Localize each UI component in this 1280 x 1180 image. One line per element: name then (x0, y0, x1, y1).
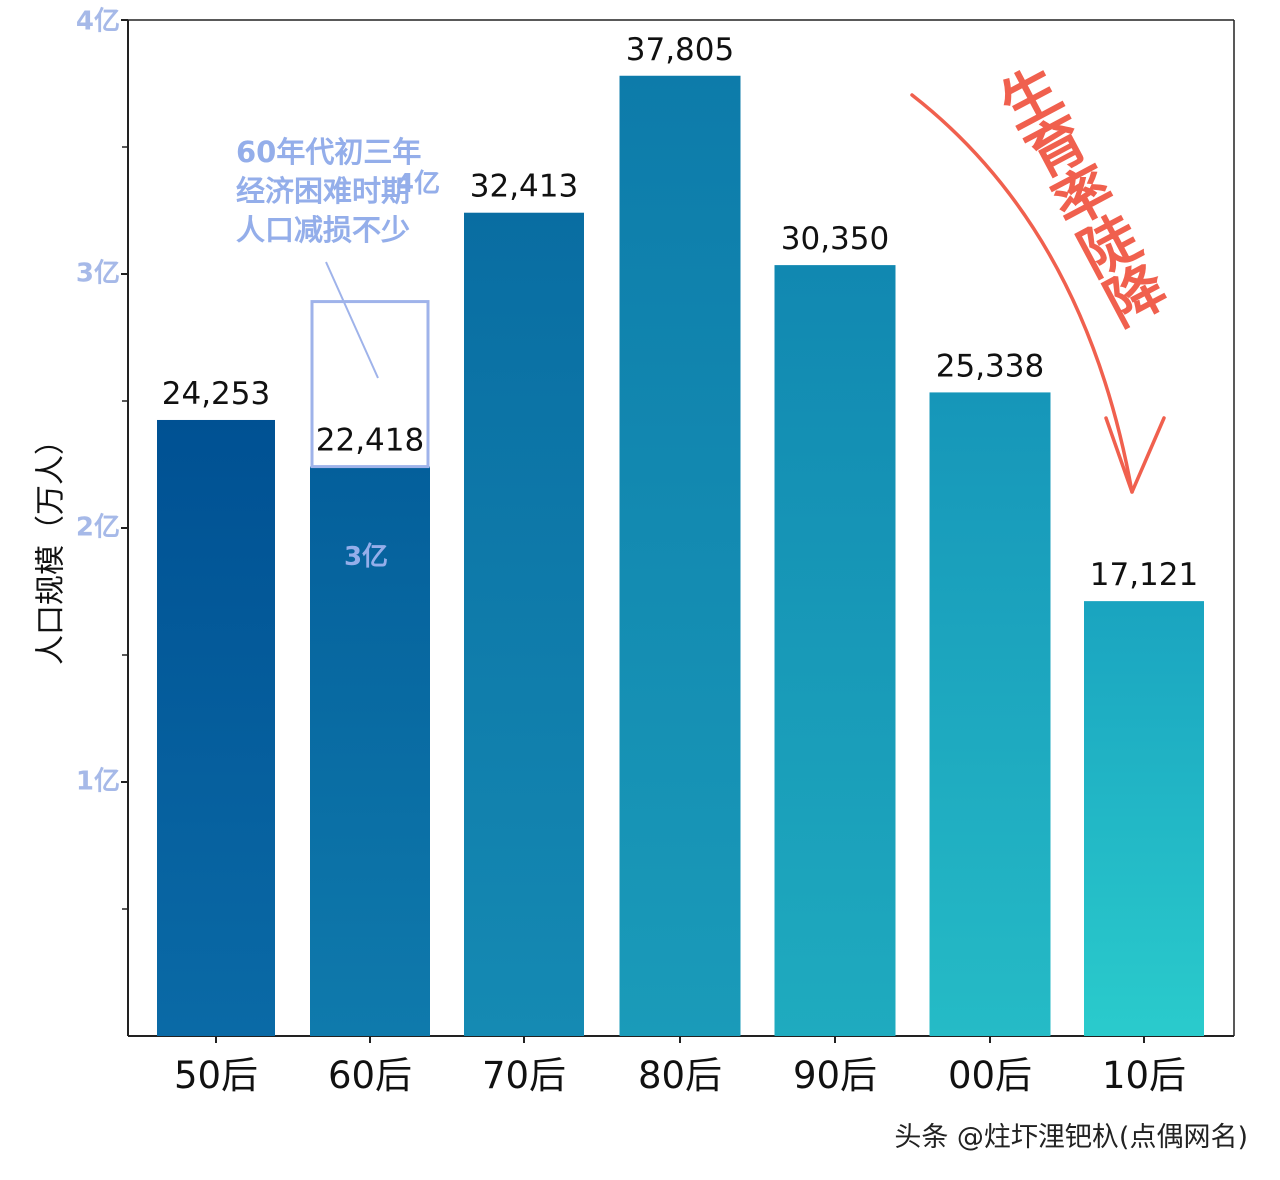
bar-10后 (1084, 601, 1204, 1036)
bar-50后 (157, 419, 275, 1037)
bar-value-label: 30,350 (781, 221, 889, 257)
x-tick-label: 80后 (638, 1054, 722, 1097)
y-tick-label: 1亿 (76, 767, 120, 797)
y-tick-label: 2亿 (76, 513, 120, 543)
x-tick-label: 60后 (328, 1054, 412, 1097)
stray-label: 3亿 (344, 542, 388, 572)
bar-value-label: 37,805 (626, 32, 734, 68)
x-tick-label: 70后 (482, 1054, 566, 1097)
x-tick-labels: 50后 60后 70后 80后 90后 00后 10后 (174, 1054, 1186, 1097)
annotation-line: 60年代初三年 (236, 135, 421, 169)
y-tick-label: 4亿 (76, 7, 120, 37)
trend-arrowhead-icon (1104, 416, 1166, 494)
bar-value-label: 17,121 (1090, 557, 1198, 593)
y-axis-label: 人口规模（万人） (34, 425, 69, 665)
watermark-text: 头条 @炷圷浬钯杁(点偶网名) (894, 1122, 1248, 1153)
bar-value-label: 22,418 (316, 423, 424, 459)
annotation-line: 经济困难时期 (236, 174, 410, 208)
bar-70后 (464, 212, 584, 1037)
bar-80后 (619, 75, 741, 1037)
bar-00后 (929, 392, 1051, 1036)
dip-highlight-box (310, 300, 430, 469)
bar-value-labels: 24,253 22,418 32,413 37,805 30,350 25,338 17,1… (162, 32, 1198, 593)
bar-value-label: 25,338 (936, 348, 1044, 384)
stray-label: 4亿 (396, 169, 440, 199)
trend-arrow-curve (910, 93, 1134, 494)
x-tick-label: 90后 (793, 1054, 877, 1097)
bar-value-label: 32,413 (470, 169, 578, 205)
annotation-line: 人口减损不少 (236, 213, 410, 247)
bar-90后 (774, 265, 896, 1036)
y-tick-label: 3亿 (76, 259, 120, 289)
bar-value-label: 24,253 (162, 376, 270, 412)
annotation-leader-line (325, 261, 379, 379)
x-tick-label: 50后 (174, 1054, 258, 1097)
y-tick-labels: 1亿 2亿 3亿 4亿 (76, 7, 120, 797)
x-tick-label: 10后 (1102, 1054, 1186, 1097)
bars (157, 75, 1204, 1037)
bar-60后 (310, 466, 430, 1037)
x-tick-label: 00后 (948, 1054, 1032, 1097)
